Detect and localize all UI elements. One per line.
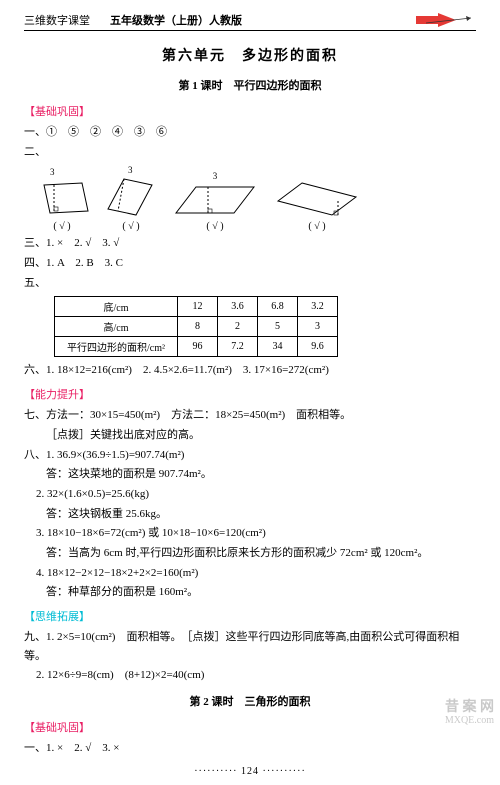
shape-3: 3 ( √ ) [172,171,258,232]
q2-label: 二、 [24,143,476,162]
lesson-1-title: 第 1 课时 平行四边形的面积 [24,77,476,93]
page-header: 三维数字课堂 五年级数学（上册）人教版 [24,12,476,31]
q8-line-h: 答：种草部分的面积是 160m²。 [46,583,476,602]
q7-hint: ［点拨］关键找出底对应的高。 [46,426,476,445]
q9-line-b: 2. 12×6÷9=8(cm) (8+12)×2=40(cm) [36,666,476,685]
parallelogram-icon [106,175,156,220]
watermark: 昔 案 网 MXQE.com [445,700,494,726]
q8-line-e: 3. 18×10−18×6=72(cm²) 或 10×18−10×6=120(c… [36,524,476,543]
area-table: 底/cm 12 3.6 6.8 3.2 高/cm 8 2 5 3 平行四边形的面… [54,296,338,357]
q7-line-a: 七、方法一：30×15=450(m²) 方法二：18×25=450(m²) 面积… [24,406,476,425]
parallelogram-icon [34,177,90,220]
shapes-row: 3 ( √ ) 3 ( √ ) 3 ( √ ) ( √ ) [34,165,476,232]
shape-2: 3 ( √ ) [106,165,156,232]
table-row: 平行四边形的面积/cm² 96 7.2 34 9.6 [55,337,338,357]
basic-section-label: 【基础巩固】 [24,103,476,119]
q1-line: 一、① ⑤ ② ④ ③ ⑥ [24,123,476,142]
table-row: 高/cm 8 2 5 3 [55,317,338,337]
q3-line: 三、1. × 2. √ 3. √ [24,234,476,253]
lesson-2-title: 第 2 课时 三角形的面积 [24,693,476,709]
ability-section-label: 【能力提升】 [24,386,476,402]
rhombus-icon [274,179,360,220]
q5-label: 五、 [24,274,476,293]
q8-line-d: 答：这块钢板重 25.6kg。 [46,505,476,524]
q8-line-a: 八、1. 36.9×(36.9÷1.5)=907.74(m²) [24,446,476,465]
lesson2-q1: 一、1. × 2. √ 3. × [24,739,476,758]
q8-line-b: 答：这块菜地的面积是 907.74m²。 [46,465,476,484]
q6-line: 六、1. 18×12=216(cm²) 2. 4.5×2.6=11.7(m²) … [24,361,476,380]
table-row: 底/cm 12 3.6 6.8 3.2 [55,297,338,317]
unit-title: 第六单元 多边形的面积 [24,45,476,65]
parallelogram-icon [172,181,258,220]
q8-line-c: 2. 32×(1.6×0.5)=25.6(kg) [36,485,476,504]
q4-line: 四、1. A 2. B 3. C [24,254,476,273]
think-section-label: 【思维拓展】 [24,608,476,624]
shape-4: ( √ ) [274,179,360,232]
basic-section-label-2: 【基础巩固】 [24,719,476,735]
page-number: ·········· 124 ·········· [24,766,476,777]
q8-line-f: 答：当高为 6cm 时,平行四边形面积比原来长方形的面积减少 72cm² 或 1… [46,544,476,563]
q9-line-a: 九、1. 2×5=10(cm²) 面积相等。 ［点拨］这些平行四边形同底等高,由… [24,628,476,665]
q8-line-g: 4. 18×12−2×12−18×2+2×2=160(m²) [36,564,476,583]
header-brand: 三维数字课堂 [24,12,90,28]
shape-1: 3 ( √ ) [34,167,90,232]
header-book: 五年级数学（上册）人教版 [110,12,242,28]
header-arrow-icon [416,13,476,27]
